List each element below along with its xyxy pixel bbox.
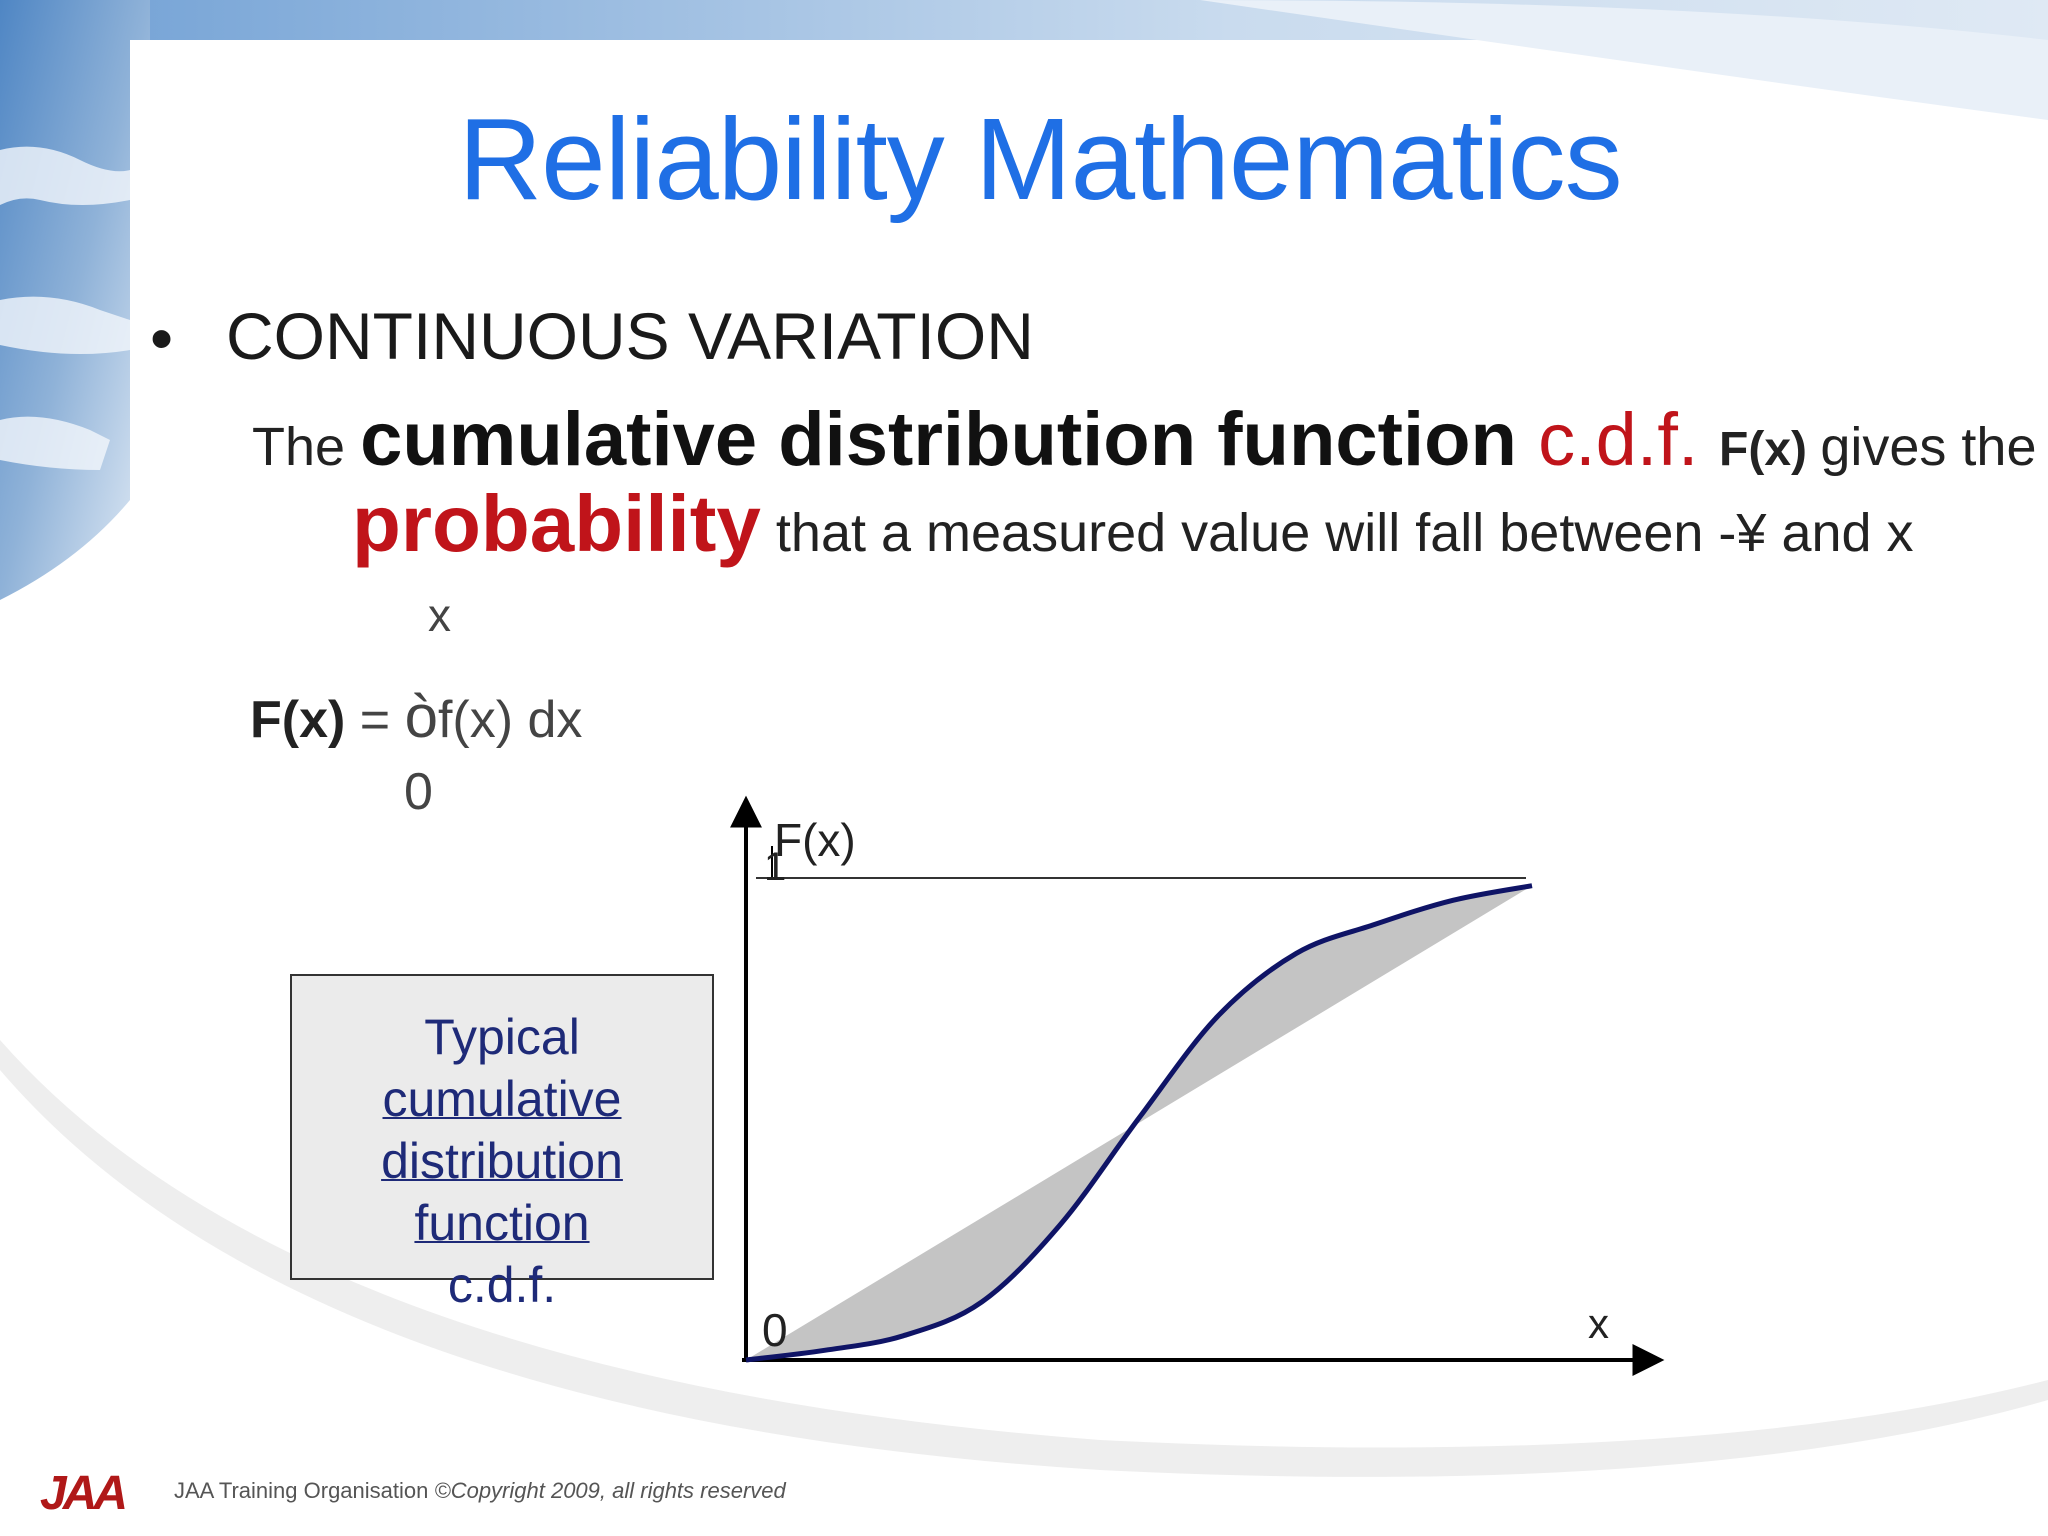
definition-line-2: probability that a measured value will f… — [352, 478, 1914, 570]
formula-integrand: f(x) dx — [437, 691, 583, 749]
definition-rest: that a measured value will fall between … — [760, 503, 1914, 563]
caption-line-4: function c.d.f. — [292, 1192, 712, 1316]
slide-title: Reliability Mathematics — [458, 94, 1622, 224]
origin-label: 0 — [762, 1304, 788, 1356]
jaa-logo: JAA — [40, 1467, 128, 1520]
footer-copyright: ©Copyright 2009, all rights reserved — [434, 1478, 786, 1503]
definition-line-1: The cumulative distribution function c.d… — [252, 396, 2036, 483]
definition-gives: gives the — [1820, 417, 2037, 477]
caption-line-4-underlined: function — [414, 1195, 590, 1251]
definition-abbrev: c.d.f. — [1538, 398, 1720, 481]
swoosh-lower — [0, 1040, 2048, 1477]
definition-term: cumulative distribution function — [360, 397, 1539, 482]
formula-equals: = — [345, 691, 405, 749]
footer-text: JAA Training Organisation ©Copyright 200… — [174, 1478, 786, 1504]
y-max-label: 1 — [764, 845, 786, 889]
definition-probability: probability — [352, 479, 761, 568]
footer-org: JAA Training Organisation — [174, 1478, 435, 1503]
definition-word-the: The — [252, 417, 361, 477]
caption-line-2: cumulative — [382, 1071, 622, 1127]
integral-symbol: ò — [404, 683, 438, 750]
integral-lower-limit: 0 — [404, 763, 433, 821]
y-axis-label: F(x) — [774, 814, 856, 866]
caption-line-4-abbrev: c.d.f. — [447, 1257, 557, 1313]
integral-upper-limit: x — [428, 589, 451, 641]
cloud-shapes — [0, 146, 130, 470]
x-axis-label: x — [1588, 1300, 1609, 1347]
integral-formula: F(x) = òf(x) dx — [250, 682, 582, 751]
swoosh-arc — [1200, 0, 2048, 120]
caption-line-1: Typical — [424, 1009, 580, 1065]
bullet-marker: • — [150, 301, 174, 375]
formula-lhs: F(x) — [250, 691, 346, 749]
bullet-heading: CONTINUOUS VARIATION — [226, 299, 1034, 373]
caption-line-3: distribution — [381, 1133, 623, 1189]
cdf-curve — [745, 883, 1533, 1363]
definition-fx: F(x) — [1719, 423, 1821, 476]
caption-box: Typical cumulative distribution function… — [290, 974, 714, 1313]
cdf-shaded-area — [746, 885, 1532, 1360]
